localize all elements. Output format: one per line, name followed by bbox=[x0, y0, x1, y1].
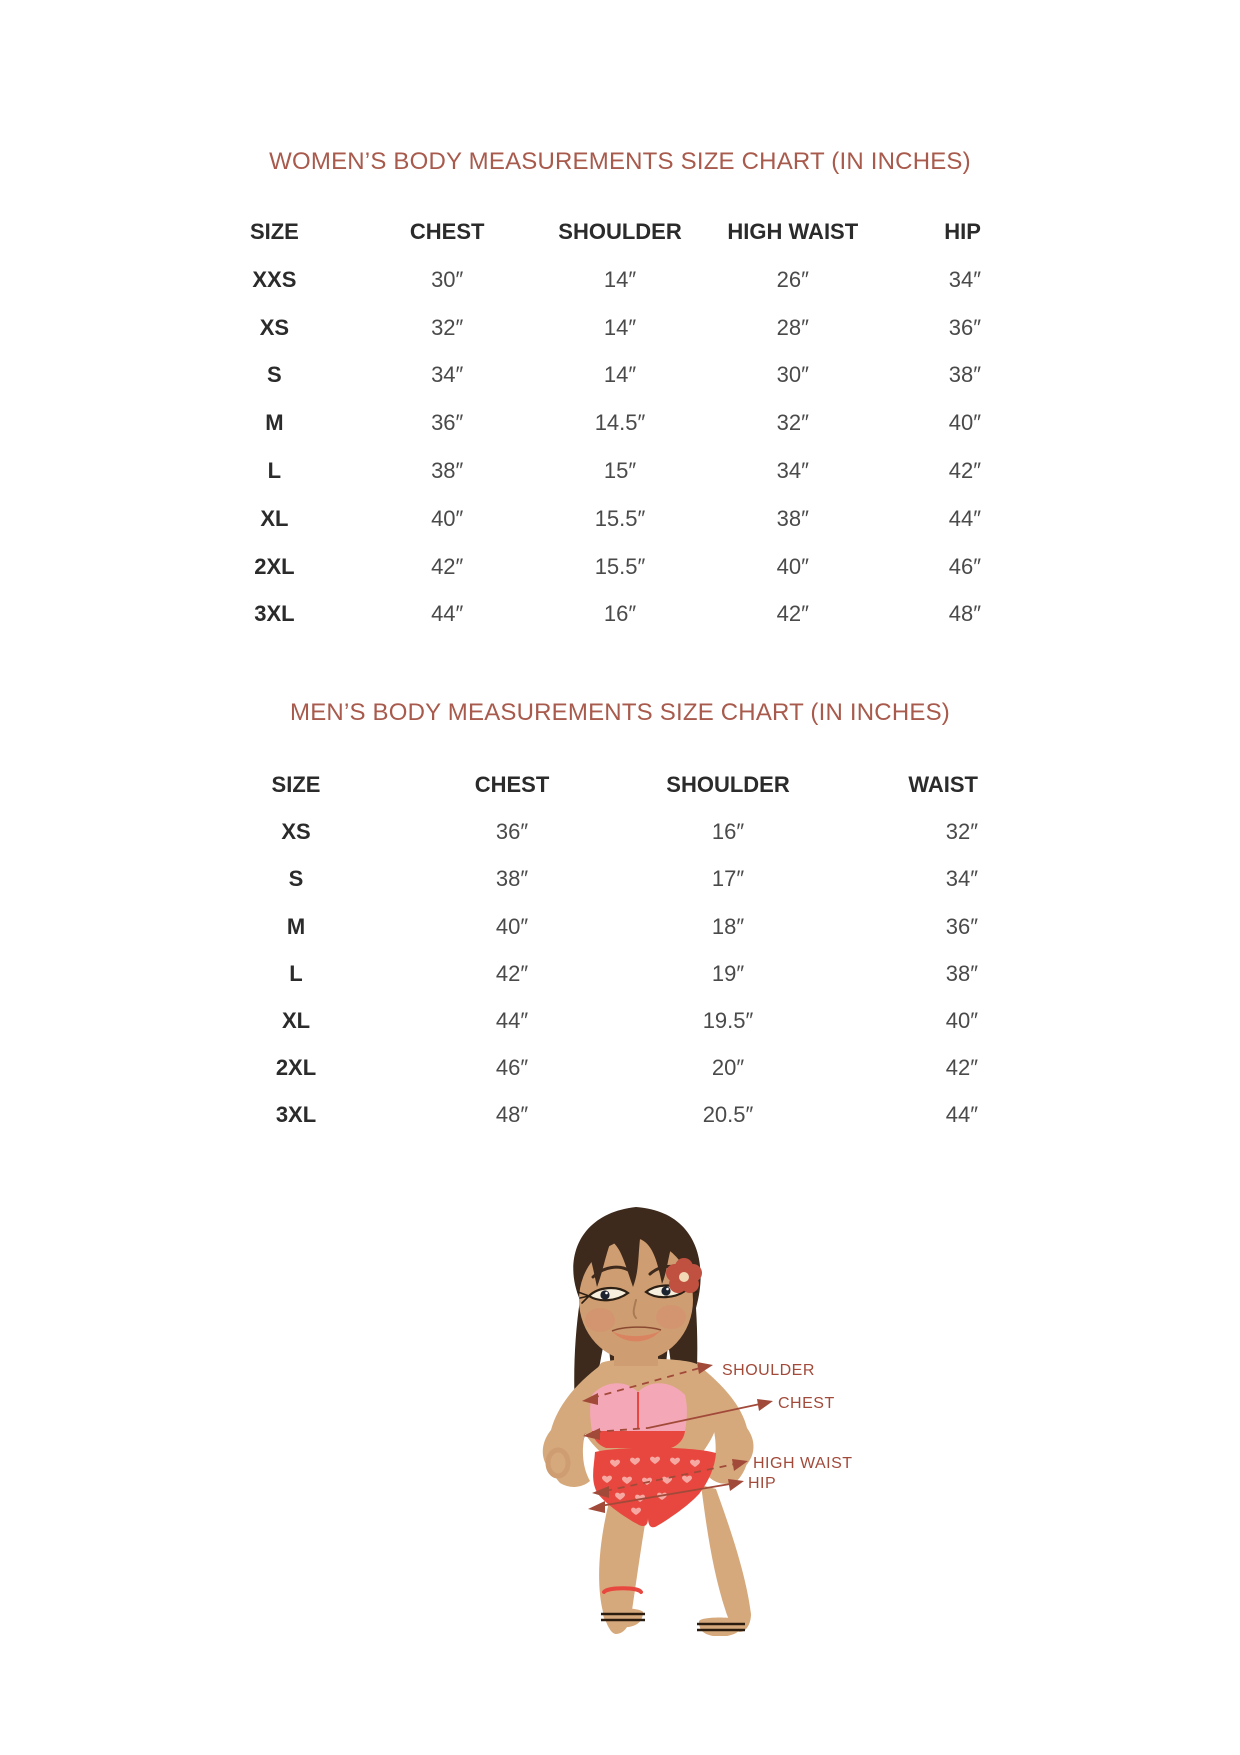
svg-text:CHEST: CHEST bbox=[778, 1395, 835, 1412]
svg-text:HIGH WAIST: HIGH WAIST bbox=[753, 1455, 853, 1472]
svg-text:HIP: HIP bbox=[748, 1475, 776, 1492]
svg-text:SHOULDER: SHOULDER bbox=[722, 1362, 815, 1379]
